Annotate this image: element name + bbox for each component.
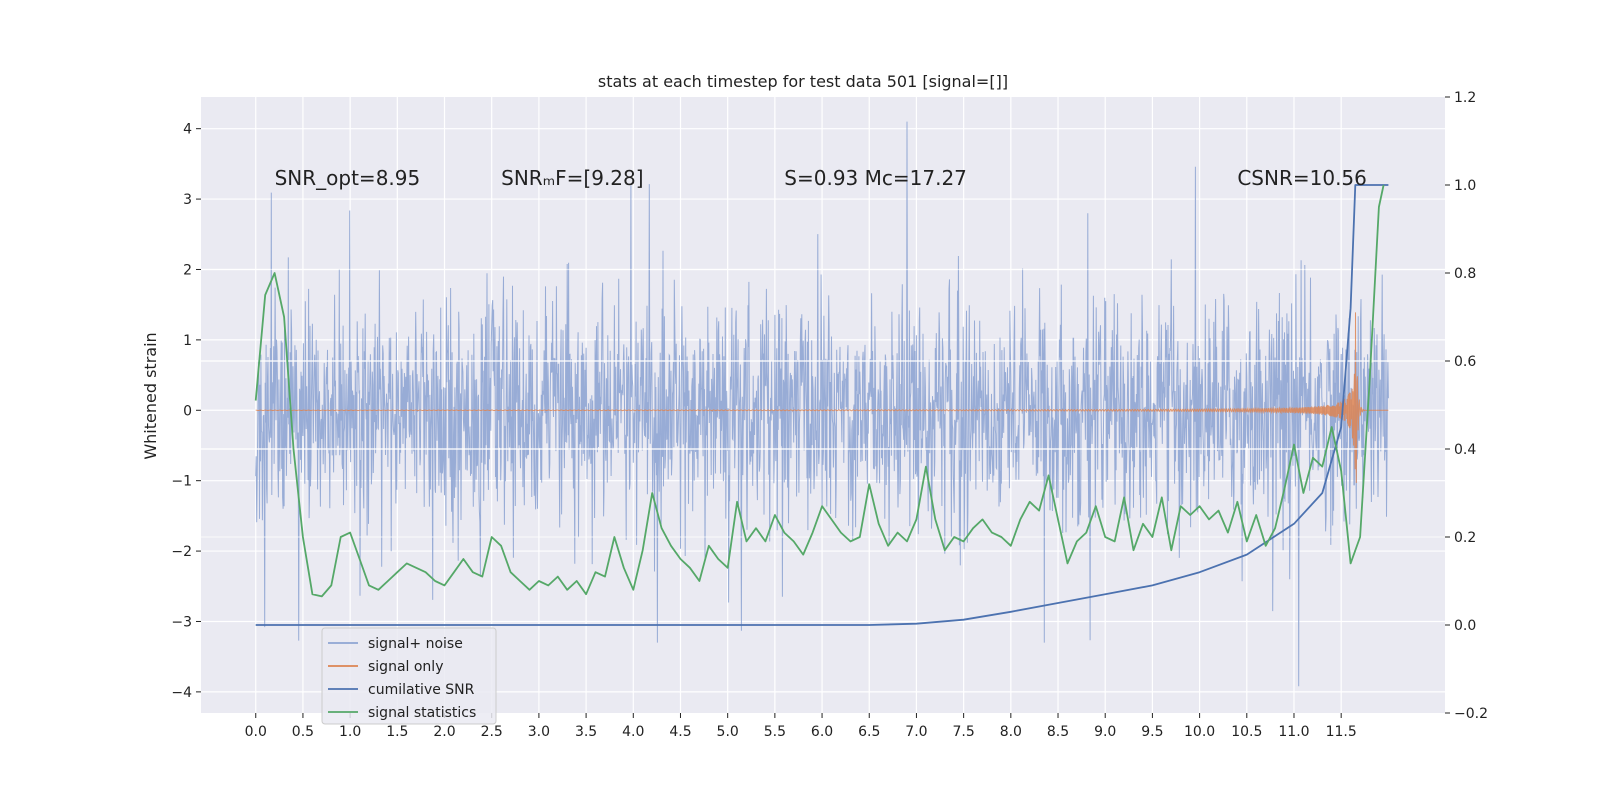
y-tick-label: −2 — [171, 544, 192, 560]
chart-title: stats at each timestep for test data 501… — [598, 72, 1008, 91]
legend-entry: signal only — [368, 659, 443, 675]
x-tick-label: 3.0 — [528, 724, 550, 740]
annotation-label: S=0.93 Mᴄ=17.27 — [784, 166, 967, 190]
legend-entry: signal+ noise — [368, 636, 463, 652]
signal-only-line — [255, 312, 1389, 484]
x-tick-label: 2.5 — [481, 724, 503, 740]
x-tick-label: 2.0 — [433, 724, 455, 740]
y2-tick-label: 0.2 — [1454, 530, 1476, 546]
legend: signal+ noise signal only cumilative SNR si… — [321, 627, 497, 725]
x-tick-label: 9.5 — [1141, 724, 1163, 740]
x-tick-label: 1.5 — [386, 724, 408, 740]
y2-tick-label: 0.0 — [1454, 618, 1476, 634]
x-tick-label: 0.5 — [292, 724, 314, 740]
x-tick-label: 8.0 — [1000, 724, 1022, 740]
signal-statistics-line — [254, 184, 1385, 598]
x-tick-label: 9.0 — [1094, 724, 1116, 740]
x-tick-label: 7.0 — [905, 724, 927, 740]
annotation-label: SNRₘF=[9.28] — [501, 166, 643, 190]
y-tick-label: 4 — [183, 122, 192, 138]
y-tick-label: −1 — [171, 474, 192, 490]
x-tick-label: 10.0 — [1184, 724, 1215, 740]
legend-entry: signal statistics — [368, 705, 476, 721]
horizontal-reference-lines — [201, 268, 1445, 538]
y-axis-ticks: 4 3 2 1 0 −1 −2 −3 −4 — [171, 122, 201, 701]
x-tick-label: 10.5 — [1231, 724, 1262, 740]
x-tick-label: 0.0 — [245, 724, 267, 740]
y-tick-label: 0 — [183, 403, 192, 419]
x-tick-label: 5.5 — [764, 724, 786, 740]
x-tick-label: 5.0 — [717, 724, 739, 740]
x-axis-ticks: 0.0 0.5 1.0 1.5 2.0 2.5 3.0 3.5 4.0 4.5 5.0 5.5 6.0 6… — [245, 713, 1357, 740]
x-tick-label: 8.5 — [1047, 724, 1069, 740]
y2-tick-label: 0.4 — [1454, 442, 1476, 458]
y-tick-label: 3 — [183, 192, 192, 208]
x-tick-label: 4.5 — [669, 724, 691, 740]
y2-tick-label: 0.8 — [1454, 266, 1476, 282]
y2-tick-label: 0.6 — [1454, 354, 1476, 370]
x-tick-label: 11.0 — [1278, 724, 1309, 740]
x-tick-label: 4.0 — [622, 724, 644, 740]
x-tick-label: 3.5 — [575, 724, 597, 740]
y2-tick-label: 1.0 — [1454, 178, 1476, 194]
series-signal-statistics — [254, 184, 1385, 598]
x-tick-label: 7.5 — [953, 724, 975, 740]
y-tick-label: 2 — [183, 262, 192, 278]
y-tick-label: −4 — [171, 685, 192, 701]
y-axis-label: Whitened strain — [141, 332, 160, 459]
y2-tick-label: 1.2 — [1454, 90, 1476, 106]
x-tick-label: 1.0 — [339, 724, 361, 740]
secondary-y-axis-ticks: 1.2 1.0 0.8 0.6 0.4 0.2 0.0 −0.2 — [1445, 90, 1488, 722]
series-cumulative-snr — [255, 184, 1389, 626]
cumulative-snr-line — [255, 184, 1389, 626]
x-tick-label: 6.0 — [811, 724, 833, 740]
x-tick-label: 6.5 — [858, 724, 880, 740]
x-tick-label: 11.5 — [1326, 724, 1357, 740]
y2-tick-label: −0.2 — [1454, 706, 1488, 722]
legend-box — [321, 627, 497, 725]
legend-entry: cumilative SNR — [368, 682, 475, 698]
annotation-label: CSNR=10.56 — [1237, 166, 1367, 190]
annotation-label: SNR_opt=8.95 — [275, 166, 421, 190]
annotations: SNR_opt=8.95 SNRₘF=[9.28] S=0.93 Mᴄ=17.27 C… — [275, 166, 1367, 190]
series-signal-only — [255, 312, 1389, 484]
y-tick-label: 1 — [183, 333, 192, 349]
y-tick-label: −3 — [171, 614, 192, 630]
